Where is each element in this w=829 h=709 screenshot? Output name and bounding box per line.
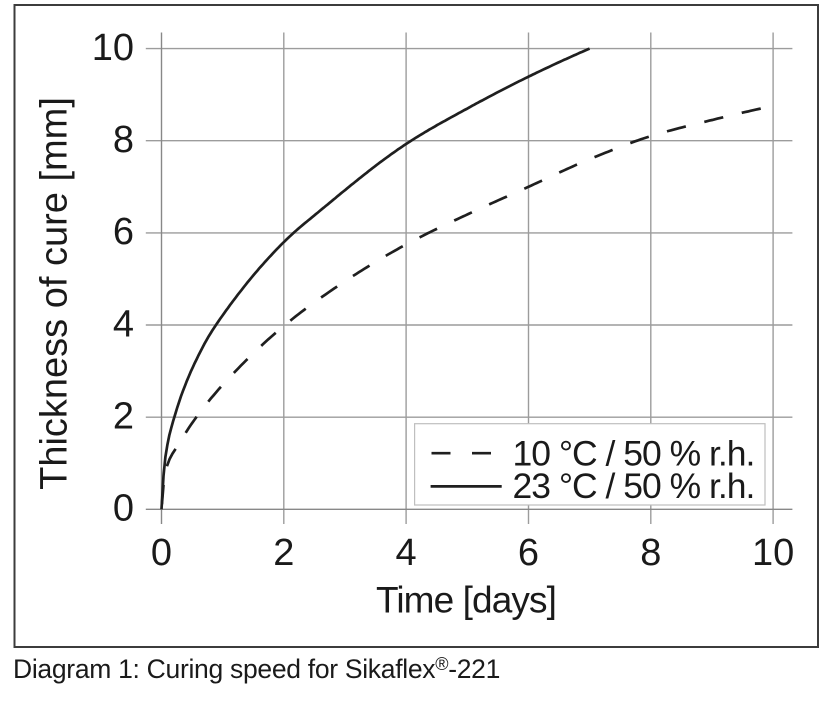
svg-text:6: 6 [113,211,134,253]
svg-text:4: 4 [113,303,134,345]
svg-text:2: 2 [273,532,294,574]
svg-text:10: 10 [752,532,794,574]
svg-text:10: 10 [92,27,134,69]
svg-text:Diagram 1: Curing speed for Si: Diagram 1: Curing speed for Sikaflex®-22… [13,654,500,684]
svg-text:8: 8 [113,119,134,161]
svg-text:Thickness of cure [mm]: Thickness of cure [mm] [34,97,76,490]
svg-text:4: 4 [396,532,417,574]
svg-text:0: 0 [113,488,134,530]
svg-text:0: 0 [151,532,172,574]
svg-text:2: 2 [113,396,134,438]
svg-text:6: 6 [518,532,539,574]
svg-text:23 °C / 50 % r.h.: 23 °C / 50 % r.h. [513,466,755,506]
svg-text:Time [days]: Time [days] [376,580,556,621]
svg-text:8: 8 [640,532,661,574]
svg-text:10 °C / 50 % r.h.: 10 °C / 50 % r.h. [513,434,755,474]
